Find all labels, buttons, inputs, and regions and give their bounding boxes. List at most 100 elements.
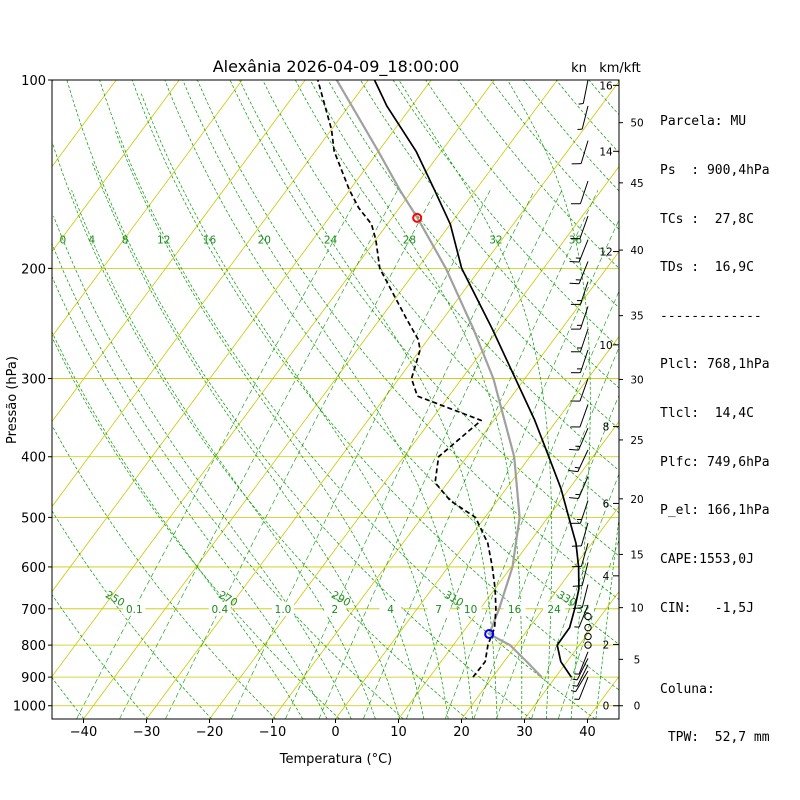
km-tick-label: 6 xyxy=(603,498,610,510)
dry-adiabat-line xyxy=(52,593,149,719)
dry-adiabat-line xyxy=(52,510,213,719)
mixing-ratio-label: 7 xyxy=(435,604,442,616)
wind-barb xyxy=(574,651,589,675)
barb-shaft xyxy=(579,404,589,428)
unit-kmkft-label: km/kft xyxy=(599,61,641,76)
mixing-ratio-label: 10 xyxy=(464,604,477,616)
dry-adiabat-line xyxy=(392,80,619,349)
wind-barb xyxy=(570,349,589,374)
mixing-ratio-label-bg xyxy=(571,601,594,616)
barb-feather xyxy=(569,260,580,263)
moist-adiabat-label: 0 xyxy=(60,235,67,247)
dry-adiabat-line xyxy=(327,80,619,430)
isotherm-line xyxy=(461,505,619,719)
wind-barb xyxy=(577,105,589,131)
wind-barb xyxy=(584,632,592,641)
isotherm-line xyxy=(52,80,369,508)
wind-barb xyxy=(572,562,589,587)
wind-barb xyxy=(570,500,589,524)
barb-shaft xyxy=(581,562,589,586)
barb-shaft xyxy=(578,676,589,700)
km-tick-label: 8 xyxy=(603,422,610,434)
wind-barbs xyxy=(568,79,592,700)
info-plfc: Plfc: 749,6hPa xyxy=(660,454,770,470)
barb-shaft xyxy=(580,140,589,164)
moist-adiabat-line xyxy=(71,190,376,719)
y-tick-label: 700 xyxy=(21,603,46,618)
isotherm-line xyxy=(52,80,180,253)
unit-kn-label: kn xyxy=(571,61,587,76)
moist-adiabat-line xyxy=(52,331,304,719)
isotherm-line xyxy=(524,590,619,719)
kft-tick-label: 5 xyxy=(634,654,641,666)
mixing-ratio-line xyxy=(531,473,619,719)
moist-adiabat-line xyxy=(182,80,473,719)
mixing-ratio-label-bg xyxy=(272,601,295,616)
wind-barb xyxy=(572,584,589,609)
mixing-ratio-line xyxy=(406,219,619,719)
temperature-line xyxy=(373,80,580,678)
x-tick-label: 0 xyxy=(331,725,339,740)
isotherm-line xyxy=(52,80,495,678)
isotherm-line xyxy=(83,80,558,719)
y-tick-label: 200 xyxy=(21,262,46,277)
mixing-ratio-line xyxy=(363,190,599,719)
km-tick-label: 14 xyxy=(599,146,613,158)
barb-shaft xyxy=(580,522,589,546)
moist-adiabat-label: 24 xyxy=(324,235,338,247)
info-cin: CIN: -1,5J xyxy=(660,600,754,616)
barb-shaft xyxy=(576,658,589,681)
barb-half-feather xyxy=(572,678,578,681)
barb-shaft xyxy=(578,651,589,675)
kft-tick-label: 30 xyxy=(630,374,643,386)
barb-shaft xyxy=(582,79,589,104)
wind-barb xyxy=(574,676,589,700)
moist-adiabat-label: 16 xyxy=(203,235,217,247)
dry-adiabat-line xyxy=(131,80,619,691)
mixing-ratio-line xyxy=(231,190,491,719)
moist-adiabat-line xyxy=(398,80,553,719)
y-tick-label: 800 xyxy=(21,639,46,654)
moist-adiabat-label: 28 xyxy=(403,235,416,247)
info-tlcl: Tlcl: 14,4C xyxy=(660,406,754,422)
wind-barb xyxy=(569,239,589,263)
barb-feather xyxy=(569,282,580,285)
calm-circle xyxy=(584,632,592,641)
wind-barb xyxy=(570,215,589,240)
kft-tick-label: 45 xyxy=(630,178,643,190)
wind-barb xyxy=(570,180,589,205)
y-tick-label: 500 xyxy=(21,511,46,526)
mixing-ratio-label: 0.4 xyxy=(211,604,228,616)
barb-shaft xyxy=(579,215,589,239)
chart-title: Alexânia 2026-04-09_18:00:00 xyxy=(213,57,460,77)
x-tick-label: −30 xyxy=(133,725,160,740)
moist-adiabat-label: 8 xyxy=(122,235,129,247)
mixing-ratio-label-bg xyxy=(427,601,450,616)
x-tick-label: 40 xyxy=(579,725,596,740)
kft-tick-label: 25 xyxy=(630,435,643,447)
barb-feather xyxy=(572,607,583,609)
mixing-ratio-label-bg xyxy=(503,601,526,616)
moist-adiabat-label: 4 xyxy=(89,235,96,247)
wind-barb xyxy=(571,543,589,568)
moist-adiabat-line xyxy=(140,93,449,719)
info-separator: ------------- xyxy=(660,308,762,324)
wind-barb xyxy=(584,612,592,621)
mixing-ratio-label: 16 xyxy=(508,604,522,616)
barb-feather xyxy=(569,497,579,499)
info-coluna: Coluna: xyxy=(660,681,715,697)
wind-barb xyxy=(570,281,589,305)
mixing-ratio-label-bg xyxy=(208,601,231,616)
wind-barb xyxy=(568,449,589,473)
barb-shaft xyxy=(581,584,589,608)
moist-adiabat-label: 36 xyxy=(569,235,583,247)
x-tick-label: −10 xyxy=(259,725,286,740)
info-tcs: TCs : 27,8C xyxy=(660,211,754,227)
kft-tick-label: 40 xyxy=(630,245,643,257)
isotherm-line xyxy=(52,80,432,593)
barb-shaft xyxy=(580,543,589,567)
km-tick-label: 16 xyxy=(599,80,613,92)
y-tick-label: 900 xyxy=(21,671,46,686)
barb-shaft xyxy=(576,664,589,687)
kft-tick-label: 0 xyxy=(634,701,641,713)
